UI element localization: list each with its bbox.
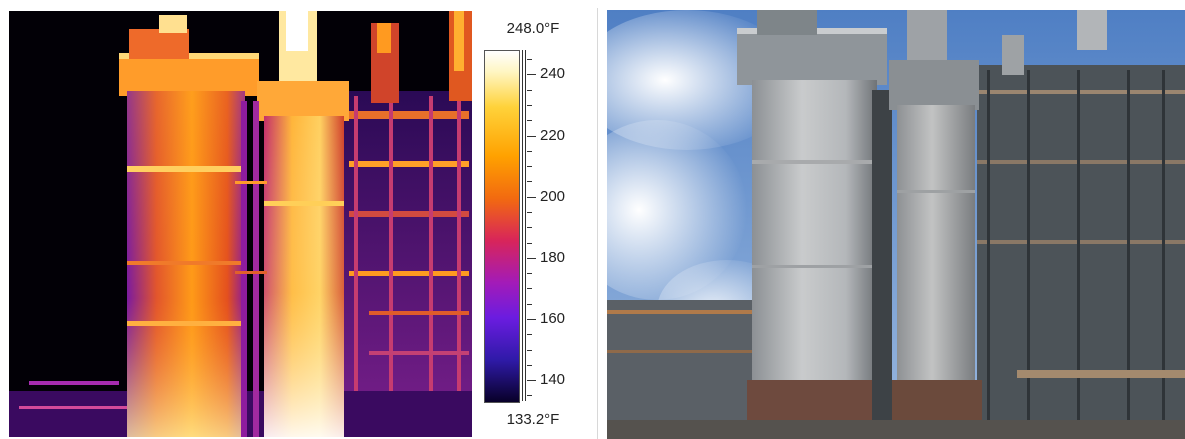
scale-major-tick bbox=[527, 196, 536, 198]
temperature-scale: 248.0°F 240 220 200 180 160 140 133.2°F bbox=[478, 0, 588, 439]
scale-tick-label: 180 bbox=[540, 248, 566, 266]
scale-minor-tick bbox=[527, 227, 532, 229]
scale-minor-tick bbox=[527, 150, 532, 152]
scale-tick-label: 160 bbox=[540, 310, 566, 328]
scale-minor-tick bbox=[527, 273, 532, 275]
scale-minor-tick bbox=[527, 105, 532, 107]
thermal-image bbox=[9, 11, 472, 437]
scale-minor-tick bbox=[527, 120, 532, 122]
scale-major-tick bbox=[527, 380, 536, 382]
scale-min-label: 133.2°F bbox=[506, 411, 560, 428]
scale-major-tick bbox=[527, 74, 536, 76]
scale-minor-tick bbox=[527, 212, 532, 214]
scale-major-tick bbox=[527, 257, 536, 259]
scale-tick-label: 140 bbox=[540, 371, 566, 389]
scale-minor-tick bbox=[527, 89, 532, 91]
scale-tick-label: 240 bbox=[540, 65, 566, 83]
scale-tick-label: 200 bbox=[540, 187, 566, 205]
scale-max-label: 248.0°F bbox=[506, 20, 560, 37]
scale-major-tick bbox=[527, 319, 536, 321]
scale-minor-tick bbox=[527, 59, 532, 61]
scale-major-tick bbox=[527, 135, 536, 137]
scale-minor-tick bbox=[527, 242, 532, 244]
scale-minor-tick bbox=[527, 166, 532, 168]
scale-minor-tick bbox=[527, 288, 532, 290]
scale-minor-tick bbox=[527, 181, 532, 183]
scale-minor-tick bbox=[527, 364, 532, 366]
photo-scene bbox=[607, 10, 1185, 439]
scale-axis bbox=[522, 50, 526, 401]
scale-minor-tick bbox=[527, 334, 532, 336]
scale-minor-tick bbox=[527, 349, 532, 351]
scale-minor-tick bbox=[527, 303, 532, 305]
visible-photo bbox=[607, 10, 1185, 439]
colorbar bbox=[484, 50, 520, 403]
scale-tick-label: 220 bbox=[540, 126, 566, 144]
panel-divider bbox=[597, 8, 598, 439]
thermal-scene bbox=[9, 11, 472, 437]
scale-minor-tick bbox=[527, 395, 532, 397]
